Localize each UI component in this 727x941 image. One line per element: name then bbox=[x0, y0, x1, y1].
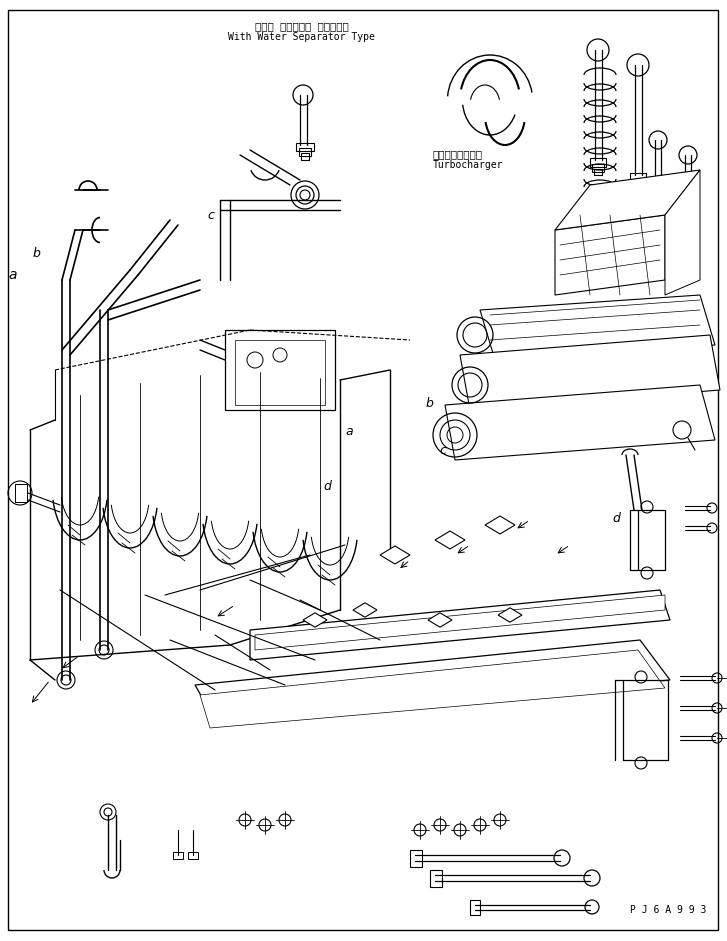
Bar bbox=[634, 184, 642, 190]
Text: ターボチャージャ: ターボチャージャ bbox=[433, 149, 483, 159]
Polygon shape bbox=[250, 590, 670, 660]
Polygon shape bbox=[195, 640, 670, 720]
Bar bbox=[225, 330, 335, 410]
Bar bbox=[592, 164, 604, 172]
Text: a: a bbox=[345, 425, 353, 439]
Polygon shape bbox=[435, 531, 465, 549]
Polygon shape bbox=[555, 215, 665, 295]
Text: Turbocharger: Turbocharger bbox=[433, 160, 503, 170]
Text: b: b bbox=[33, 247, 41, 260]
Polygon shape bbox=[555, 170, 700, 230]
Polygon shape bbox=[255, 595, 665, 650]
Bar bbox=[296, 143, 314, 151]
Bar bbox=[188, 852, 198, 859]
Bar bbox=[470, 900, 480, 915]
Bar bbox=[235, 340, 325, 405]
Bar bbox=[173, 852, 183, 859]
Polygon shape bbox=[428, 613, 452, 628]
Polygon shape bbox=[665, 170, 700, 295]
Bar bbox=[301, 153, 309, 160]
Bar bbox=[430, 870, 442, 887]
Bar bbox=[632, 179, 644, 187]
Bar bbox=[630, 173, 646, 182]
Polygon shape bbox=[460, 335, 720, 410]
Bar bbox=[410, 850, 422, 867]
Bar bbox=[299, 148, 311, 156]
Text: b: b bbox=[425, 397, 433, 410]
Bar bbox=[651, 198, 665, 205]
Polygon shape bbox=[200, 650, 665, 728]
Bar bbox=[590, 158, 606, 167]
Polygon shape bbox=[485, 516, 515, 534]
Polygon shape bbox=[380, 546, 410, 564]
Text: d: d bbox=[324, 480, 332, 493]
Polygon shape bbox=[498, 608, 522, 622]
Text: d: d bbox=[612, 512, 620, 525]
Text: P J 6 A 9 9 3: P J 6 A 9 9 3 bbox=[630, 904, 707, 915]
Text: ウォー タセパレー タ付タイプ: ウォー タセパレー タ付タイプ bbox=[255, 21, 348, 31]
Polygon shape bbox=[480, 295, 715, 360]
Polygon shape bbox=[445, 385, 715, 460]
Bar bbox=[15, 484, 27, 502]
Polygon shape bbox=[303, 613, 327, 628]
Bar bbox=[594, 169, 602, 175]
Text: c: c bbox=[207, 209, 214, 222]
Text: With Water Separator Type: With Water Separator Type bbox=[228, 32, 375, 42]
Bar bbox=[681, 213, 695, 220]
Text: c: c bbox=[440, 444, 446, 457]
Polygon shape bbox=[353, 603, 377, 617]
Text: a: a bbox=[9, 268, 17, 282]
